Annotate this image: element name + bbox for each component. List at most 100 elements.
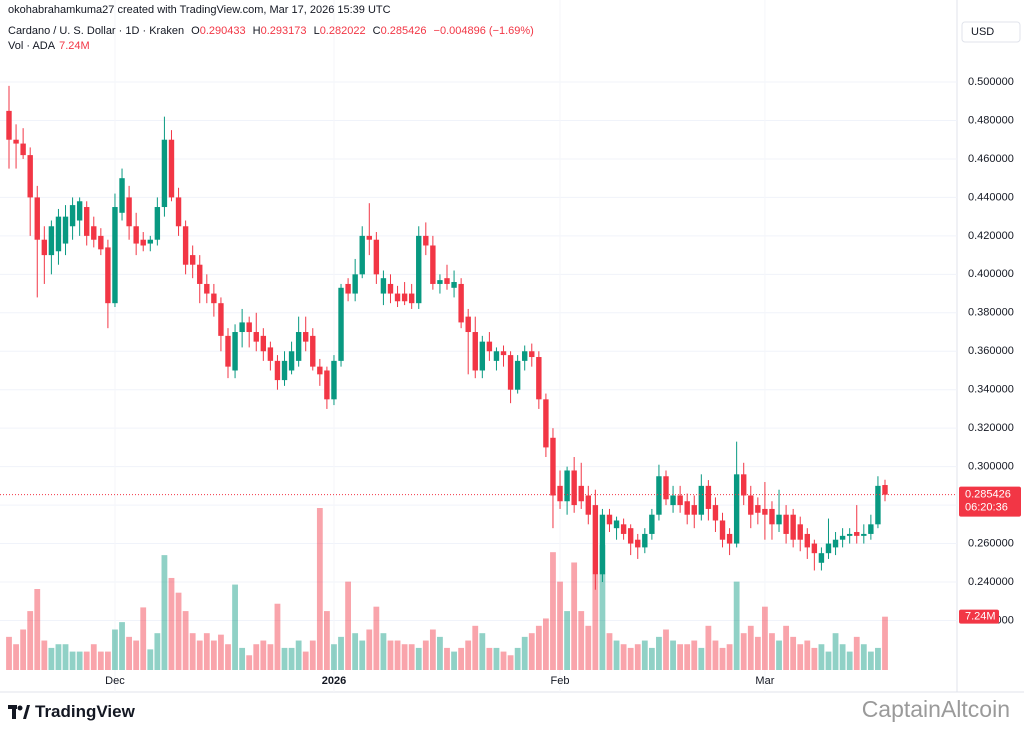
candle-body bbox=[571, 470, 577, 506]
volume-bar bbox=[6, 636, 12, 670]
candle-body bbox=[423, 235, 429, 246]
volume-bar bbox=[747, 625, 754, 670]
candle-body bbox=[34, 197, 40, 240]
volume-bar bbox=[189, 633, 196, 670]
volume-bar bbox=[599, 544, 606, 670]
volume-bar bbox=[338, 636, 344, 670]
volume-bar bbox=[126, 636, 132, 670]
volume-bar bbox=[846, 651, 853, 670]
volume-bar bbox=[274, 603, 281, 670]
candle-body bbox=[246, 322, 252, 333]
volume-bar bbox=[479, 633, 486, 670]
candle-body bbox=[514, 360, 521, 390]
candle-body bbox=[204, 283, 210, 294]
volume-bar bbox=[34, 589, 41, 670]
watermark-text: CaptainAltcoin bbox=[861, 696, 1010, 722]
candle-body bbox=[161, 139, 168, 208]
volume-bar bbox=[62, 644, 69, 670]
candle-body bbox=[267, 347, 274, 361]
volume-bar bbox=[634, 644, 641, 670]
candle-body bbox=[493, 351, 500, 361]
candle-body bbox=[451, 282, 457, 288]
volume-bar bbox=[182, 611, 189, 670]
last-price-box bbox=[959, 486, 1021, 517]
candle-body bbox=[797, 524, 803, 540]
candle-body bbox=[48, 226, 55, 256]
candle-body bbox=[303, 332, 309, 342]
candle-body bbox=[175, 197, 182, 227]
candle-body bbox=[352, 274, 358, 294]
volume-bar bbox=[754, 636, 761, 670]
volume-bar bbox=[719, 647, 726, 670]
volume-bar bbox=[790, 636, 797, 670]
candle-body bbox=[444, 278, 450, 284]
volume-bar bbox=[90, 644, 97, 670]
candle-body bbox=[401, 293, 408, 302]
candle-body bbox=[274, 360, 281, 381]
candle-body bbox=[373, 239, 380, 275]
volume-bar bbox=[585, 625, 592, 670]
volume-bar bbox=[825, 651, 832, 670]
candle-body bbox=[416, 235, 422, 304]
brand: TradingView bbox=[8, 702, 135, 722]
candle-body bbox=[394, 293, 401, 302]
candle-body bbox=[408, 293, 415, 304]
volume-bar bbox=[818, 644, 825, 670]
volume-bar bbox=[620, 644, 627, 670]
candle-body bbox=[317, 366, 323, 375]
ohlc-label: C bbox=[372, 25, 381, 37]
candle-body bbox=[564, 470, 570, 502]
volume-bar bbox=[684, 644, 691, 670]
legend-row: Cardano / U. S. Dollar · 1D · Kraken O0.… bbox=[8, 25, 538, 37]
volume-bar bbox=[387, 640, 394, 670]
candle-body bbox=[592, 505, 599, 575]
volume-bar bbox=[535, 625, 542, 670]
candle-body bbox=[366, 235, 372, 240]
candle-body bbox=[6, 110, 12, 140]
candle-body bbox=[253, 332, 259, 342]
ohlc-label: H bbox=[252, 25, 261, 37]
candle-body bbox=[762, 508, 768, 515]
y-tick-label: 0.460000 bbox=[968, 153, 1014, 165]
candle-body bbox=[875, 485, 881, 525]
candle-body bbox=[507, 355, 514, 390]
candle-body bbox=[846, 533, 853, 536]
candle-body bbox=[811, 543, 818, 554]
volume-bar bbox=[281, 647, 288, 670]
candle-body bbox=[288, 351, 295, 371]
candle-body bbox=[338, 287, 344, 361]
volume-bar bbox=[486, 647, 493, 670]
volume-bar bbox=[352, 633, 359, 670]
candle-body bbox=[500, 351, 507, 356]
volume-bar bbox=[444, 647, 450, 670]
volume-bar bbox=[691, 640, 698, 670]
candle-body bbox=[698, 485, 705, 515]
candle-body bbox=[76, 201, 83, 221]
volume-bar bbox=[578, 611, 585, 670]
volume-bar bbox=[882, 616, 888, 670]
volume-bar bbox=[345, 581, 351, 670]
volume-bar bbox=[677, 644, 684, 670]
volume-bar bbox=[373, 606, 380, 670]
candle-body bbox=[98, 235, 104, 250]
volume-bar bbox=[55, 644, 62, 670]
volume-bar bbox=[592, 574, 599, 670]
ohlc-label: L bbox=[313, 25, 320, 37]
volume-bar bbox=[401, 644, 408, 670]
volume-bar bbox=[218, 634, 224, 670]
candle-body bbox=[69, 205, 76, 227]
candle-body bbox=[613, 520, 620, 529]
candle-body bbox=[748, 495, 754, 515]
candle-body bbox=[20, 143, 26, 156]
candle-body bbox=[62, 216, 69, 244]
ohlc-value: 0.285426 bbox=[380, 25, 427, 37]
candle-body bbox=[55, 216, 62, 252]
candle-body bbox=[154, 207, 161, 240]
volume-bar bbox=[20, 629, 27, 670]
volume-bar bbox=[119, 622, 125, 670]
candle-body bbox=[776, 514, 782, 525]
candle-body bbox=[741, 474, 747, 496]
candle-body bbox=[599, 514, 606, 575]
volume-bar bbox=[437, 636, 443, 670]
